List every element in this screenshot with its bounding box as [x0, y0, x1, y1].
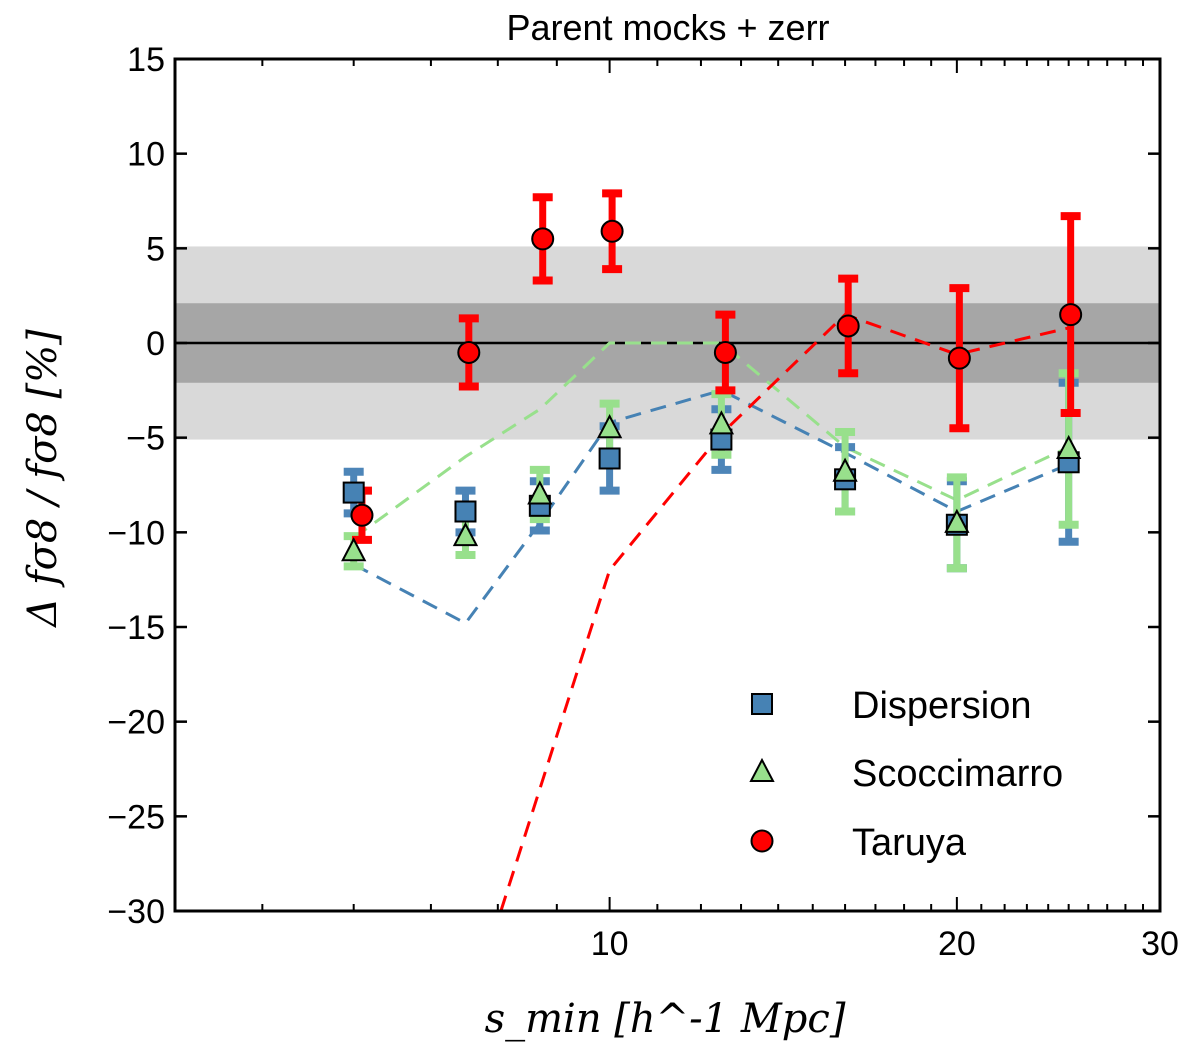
- marker-taruya: [350, 503, 374, 527]
- legend-marker-dispersion: [751, 693, 773, 715]
- model-curve-taruya: [499, 312, 1070, 912]
- y-tick-label: −5: [126, 420, 165, 458]
- marker-taruya: [713, 340, 737, 364]
- chart-title: Parent mocks + zerr: [506, 7, 829, 48]
- marker-scoccimarro: [708, 410, 735, 435]
- marker-dispersion: [454, 500, 477, 523]
- y-tick-label: 15: [127, 41, 165, 79]
- y-tick-label: 0: [146, 325, 165, 363]
- model-curve-scoccimarro: [352, 341, 1070, 540]
- marker-scoccimarro: [341, 537, 367, 562]
- marker-scoccimarro: [452, 521, 479, 547]
- marker-taruya: [1059, 303, 1083, 327]
- x-tick-label: 10: [591, 925, 629, 963]
- y-axis-label: Δ fσ8 / fσ8 [%]: [20, 329, 66, 629]
- x-tick-label: 20: [938, 925, 976, 963]
- y-tick-label: −15: [107, 609, 165, 647]
- y-tick-label: 10: [127, 136, 165, 174]
- model-curves: [352, 312, 1070, 912]
- y-tick-label: −10: [107, 514, 165, 552]
- marker-dispersion: [598, 447, 621, 470]
- marker-taruya: [457, 340, 481, 364]
- marker-taruya: [836, 314, 860, 338]
- x-tick-label: 30: [1141, 925, 1179, 963]
- legend: Dispersion Scoccimarro Taruya: [749, 685, 1063, 864]
- legend-label-taruya: Taruya: [852, 822, 967, 864]
- y-tick-label: 5: [146, 230, 165, 268]
- axis-ticks: 15 10 5 0 −5 −10 −15 −20 −25 −30 10 20 30: [107, 41, 1179, 963]
- marker-dispersion: [342, 481, 365, 504]
- data-markers: [341, 219, 1083, 562]
- y-tick-label: −30: [107, 893, 165, 931]
- y-tick-label: −20: [107, 704, 165, 742]
- marker-scoccimarro: [596, 414, 623, 439]
- x-axis-label: s_min [h^-1 Mpc]: [485, 996, 846, 1042]
- y-tick-label: −25: [107, 798, 165, 836]
- legend-marker-scoccimarro: [749, 757, 775, 782]
- marker-scoccimarro: [832, 457, 858, 482]
- marker-scoccimarro: [1056, 434, 1082, 460]
- model-curve-dispersion: [353, 388, 1070, 626]
- legend-label-scoccimarro: Scoccimarro: [852, 753, 1063, 795]
- marker-taruya: [600, 219, 624, 243]
- marker-taruya: [531, 227, 555, 251]
- marker-scoccimarro: [944, 508, 970, 533]
- marker-scoccimarro: [527, 480, 553, 505]
- marker-taruya: [947, 346, 971, 370]
- plot-frame: [173, 57, 1162, 913]
- legend-label-dispersion: Dispersion: [852, 685, 1032, 727]
- legend-marker-taruya: [750, 829, 774, 853]
